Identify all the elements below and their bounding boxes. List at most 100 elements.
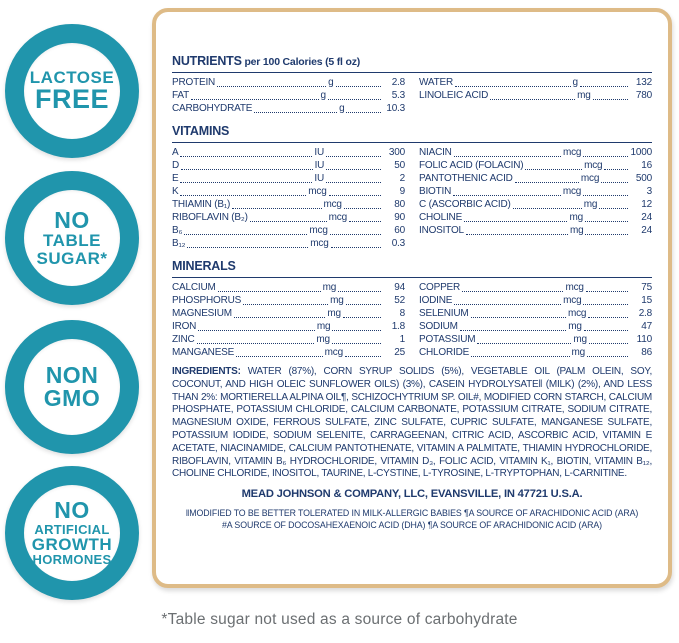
nutrient-row: NIACIN mcg 1000: [419, 146, 652, 159]
nutrient-name: D: [172, 160, 180, 171]
badge-line: NON: [45, 361, 99, 388]
dot-leader: [181, 159, 313, 170]
nutrient-name: PROTEIN: [172, 77, 216, 88]
nutrient-value: 10.3: [386, 103, 405, 114]
nutrient-row: LINOLEIC ACID mg 780: [419, 89, 652, 102]
nutrient-unit: mcg: [309, 225, 328, 236]
dot-leader: [249, 211, 327, 222]
nutrient-unit: mg: [577, 90, 591, 101]
column-right: WATER g 132 LINOLEIC ACID mg 780: [419, 76, 652, 115]
dot-leader: [588, 307, 628, 318]
dot-leader: [326, 146, 381, 157]
footnotes: ‖MODIFIED TO BE BETTER TOLERATED IN MILK…: [172, 507, 652, 531]
nutrient-row: PHOSPHORUS mg 52: [172, 294, 405, 307]
nutrition-sections: NUTRIENTS per 100 Calories (5 fl oz) PROT…: [172, 52, 652, 359]
footnote-line-1: ‖MODIFIED TO BE BETTER TOLERATED IN MILK…: [185, 508, 639, 519]
nutrient-row: RIBOFLAVIN (B₂) mcg 90: [172, 211, 405, 224]
nutrient-unit: mcg: [563, 147, 582, 158]
column-left: CALCIUM mg 94 PHOSPHORUS mg 52 MAGNESIUM mg 8 IRO…: [172, 281, 405, 359]
dot-leader: [198, 320, 315, 331]
nutrient-name: CHLORIDE: [419, 347, 470, 358]
nutrient-unit: mg: [569, 225, 584, 236]
badge-no-artificial-growth-hormones: NO ARTIFICIAL GROWTH HORMONES: [5, 466, 139, 600]
section-columns: CALCIUM mg 94 PHOSPHORUS mg 52 MAGNESIUM mg 8 IRO…: [172, 281, 652, 359]
nutrition-panel: NUTRIENTS per 100 Calories (5 fl oz) PROT…: [152, 8, 672, 588]
nutrient-value: 16: [641, 160, 652, 171]
nutrient-value: 2: [399, 173, 406, 184]
nutrient-value: 1: [399, 334, 406, 345]
nutrient-unit: mcg: [580, 173, 600, 184]
nutrient-name: IRON: [172, 321, 197, 332]
nutrient-value: 0.3: [391, 238, 406, 249]
nutrient-name: POTASSIUM: [419, 334, 476, 345]
nutrient-name: MANGANESE: [172, 347, 235, 358]
column-left: PROTEIN g 2.8 FAT g 5.3 CARBOHYDRATE g 10.3: [172, 76, 405, 115]
footnote-line-2: #A SOURCE OF DOCOSAHEXAENOIC ACID (DHA) …: [222, 520, 602, 531]
dot-leader: [344, 346, 381, 357]
nutrient-row: B₆ mcg 60: [172, 224, 405, 237]
nutrient-name: A: [172, 147, 179, 158]
nutrient-unit: mg: [583, 199, 598, 210]
ingredients-text: WATER (87%), CORN SYRUP SOLIDS (5%), VEG…: [172, 366, 652, 480]
nutrient-unit: mcg: [310, 238, 329, 249]
dot-leader: [187, 237, 309, 248]
dot-leader: [584, 211, 628, 222]
dot-leader: [243, 294, 329, 305]
dot-leader: [464, 211, 568, 222]
nutrient-row: WATER g 132: [419, 76, 652, 89]
nutrient-value: 90: [394, 212, 405, 223]
nutrient-row: CALCIUM mg 94: [172, 281, 405, 294]
nutrient-value: 15: [641, 295, 652, 306]
nutrient-name: CALCIUM: [172, 282, 216, 293]
dot-leader: [326, 172, 381, 183]
nutrient-unit: mcg: [563, 295, 582, 306]
dot-leader: [459, 320, 567, 331]
nutrient-unit: g: [572, 77, 579, 88]
nutrient-row: MAGNESIUM mg 8: [172, 307, 405, 320]
nutrient-row: CARBOHYDRATE g 10.3: [172, 102, 405, 115]
nutrient-name: C (ASCORBIC ACID): [419, 199, 511, 210]
nutrient-unit: mcg: [323, 199, 343, 210]
dot-leader: [338, 281, 381, 292]
nutrient-name: INOSITOL: [419, 225, 464, 236]
ingredients-paragraph: INGREDIENTS: WATER (87%), CORN SYRUP SOL…: [172, 366, 652, 481]
section-title: NUTRIENTS: [172, 54, 242, 68]
nutrient-row: PANTOTHENIC ACID mcg 500: [419, 172, 652, 185]
nutrient-unit: mcg: [324, 347, 344, 358]
nutrient-value: 75: [641, 282, 652, 293]
dot-leader: [599, 198, 628, 209]
dot-leader: [453, 185, 561, 196]
nutrient-value: 12: [641, 199, 652, 210]
dot-leader: [465, 224, 568, 235]
dot-leader: [587, 346, 628, 357]
nutrient-unit: IU: [314, 173, 325, 184]
dot-leader: [184, 224, 308, 235]
nutrient-unit: mg: [330, 295, 344, 306]
nutrient-name: ZINC: [172, 334, 195, 345]
nutrient-value: 300: [388, 147, 405, 158]
nutrient-row: C (ASCORBIC ACID) mg 12: [419, 198, 652, 211]
nutrient-name: K: [172, 186, 179, 197]
nutrient-name: WATER: [419, 77, 453, 88]
dot-leader: [585, 224, 628, 235]
dot-leader: [579, 76, 628, 87]
nutrient-name: LINOLEIC ACID: [419, 90, 489, 101]
dot-leader: [512, 198, 582, 209]
section-columns: PROTEIN g 2.8 FAT g 5.3 CARBOHYDRATE g 10.3 WATER…: [172, 76, 652, 115]
nutrient-value: 780: [635, 90, 652, 101]
section-nutrients: NUTRIENTS per 100 Calories (5 fl oz) PROT…: [172, 52, 652, 115]
dot-leader: [331, 333, 381, 344]
nutrient-unit: g: [320, 90, 327, 101]
nutrient-name: PANTOTHENIC ACID: [419, 173, 513, 184]
nutrient-row: CHOLINE mg 24: [419, 211, 652, 224]
nutrient-row: COPPER mcg 75: [419, 281, 652, 294]
nutrient-unit: mcg: [308, 186, 327, 197]
dot-leader: [217, 281, 321, 292]
dot-leader: [232, 198, 322, 209]
nutrient-name: FAT: [172, 90, 189, 101]
dot-leader: [348, 211, 381, 222]
nutrient-row: D IU 50: [172, 159, 405, 172]
nutrient-row: INOSITOL mg 24: [419, 224, 652, 237]
nutrient-name: RIBOFLAVIN (B₂): [172, 212, 248, 223]
dot-leader: [180, 146, 313, 157]
